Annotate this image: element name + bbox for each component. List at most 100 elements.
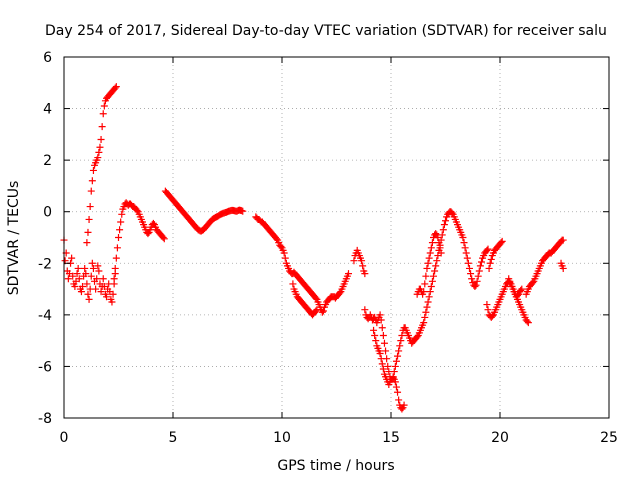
data-point <box>395 347 403 355</box>
data-point <box>430 272 438 280</box>
data-point <box>336 289 344 297</box>
data-point <box>468 275 476 283</box>
x-tick-label: 10 <box>273 430 291 446</box>
data-point <box>99 110 107 118</box>
data-point <box>448 209 456 217</box>
data-point <box>319 307 327 315</box>
data-point <box>396 342 404 350</box>
data-point <box>465 264 473 272</box>
data-point <box>464 259 472 267</box>
data-point <box>413 333 421 341</box>
data-point <box>144 230 152 238</box>
data-point <box>497 239 505 247</box>
data-point <box>64 275 72 283</box>
x-tick-label: 25 <box>600 430 618 446</box>
data-point <box>75 275 83 283</box>
data-point <box>376 311 384 319</box>
data-point <box>97 288 105 296</box>
data-point <box>488 312 496 320</box>
x-tick-label: 15 <box>382 430 400 446</box>
data-point <box>116 226 124 234</box>
data-point <box>477 258 485 266</box>
grid-lines <box>64 57 609 418</box>
data-point <box>435 239 443 247</box>
data-point <box>83 280 91 288</box>
x-tick-label: 5 <box>169 430 178 446</box>
data-point <box>281 254 289 262</box>
data-point <box>461 244 469 252</box>
data-point <box>111 84 119 92</box>
data-point <box>87 187 95 195</box>
data-point <box>427 244 435 252</box>
data-point <box>159 234 167 241</box>
data-point <box>85 215 93 223</box>
data-point <box>436 244 444 252</box>
axis-ticks <box>63 56 610 419</box>
data-point <box>423 303 431 311</box>
data-point <box>427 282 435 290</box>
data-point <box>113 244 121 252</box>
data-point <box>440 221 448 229</box>
data-point <box>74 264 82 272</box>
data-point <box>93 275 101 283</box>
data-point <box>487 255 495 263</box>
chart-title: Day 254 of 2017, Sidereal Day-to-day VTE… <box>45 23 607 39</box>
data-point <box>371 331 379 339</box>
data-point <box>471 282 479 290</box>
data-point <box>239 207 247 215</box>
data-point <box>118 210 126 218</box>
data-point <box>378 360 386 368</box>
data-point <box>358 257 366 265</box>
data-point <box>313 306 321 314</box>
y-tick-label: -8 <box>38 411 52 427</box>
data-point <box>442 217 449 225</box>
data-point <box>361 270 369 278</box>
y-tick-label: 6 <box>43 50 52 66</box>
data-point <box>428 277 436 285</box>
data-point <box>359 262 367 270</box>
y-tick-label: -4 <box>38 308 52 324</box>
data-point <box>372 337 380 345</box>
data-point <box>486 259 494 267</box>
data-point <box>398 331 406 339</box>
data-point <box>97 136 105 144</box>
data-point <box>391 362 399 370</box>
data-point <box>421 313 429 321</box>
data-point <box>463 254 471 262</box>
data-point <box>71 282 79 290</box>
data-point <box>84 228 92 236</box>
data-point <box>498 237 506 245</box>
data-point <box>398 405 406 413</box>
data-point <box>111 264 119 272</box>
data-point <box>312 294 320 302</box>
y-tick-label: 0 <box>43 205 52 221</box>
data-point <box>115 234 122 241</box>
data-point <box>424 298 432 306</box>
data-point <box>73 270 81 278</box>
data-point <box>420 288 428 296</box>
data-point <box>81 264 89 272</box>
data-point <box>390 368 398 376</box>
data-point <box>483 301 491 309</box>
data-point <box>89 264 97 272</box>
data-point <box>112 83 120 91</box>
data-point <box>77 288 85 296</box>
y-tick-label: -2 <box>38 256 52 272</box>
data-point <box>96 143 104 151</box>
data-point <box>312 307 320 315</box>
data-point <box>459 234 467 241</box>
data-point <box>88 177 96 185</box>
data-point <box>423 264 431 272</box>
data-point <box>484 306 492 314</box>
data-points <box>60 83 567 413</box>
data-point <box>485 264 493 272</box>
data-point <box>100 102 108 110</box>
data-point <box>421 280 429 288</box>
data-point <box>523 317 531 325</box>
data-point <box>428 239 436 247</box>
y-tick-label: 4 <box>43 102 52 118</box>
data-point <box>84 290 92 298</box>
tick-labels: 0 5 10 15 20 25 -8 -6 -4 -2 0 2 4 6 <box>38 50 618 446</box>
data-point <box>86 203 94 211</box>
